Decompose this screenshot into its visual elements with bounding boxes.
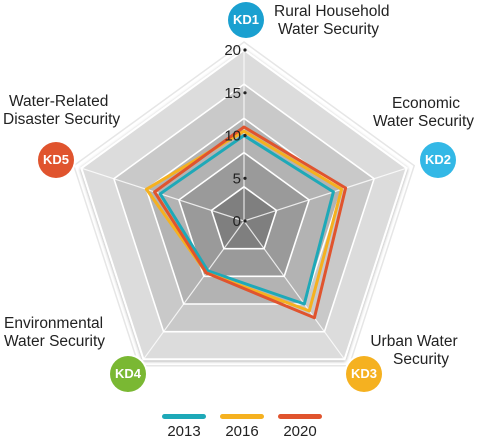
legend-swatch-2013 xyxy=(162,414,206,419)
tick-dot-0 xyxy=(243,219,247,223)
tick-label-20: 20 xyxy=(224,42,241,59)
axis-spoke-kd3 xyxy=(243,220,345,360)
axis-label-kd2: Economic Water Security xyxy=(372,95,474,130)
axis-spoke-kd2 xyxy=(243,167,407,222)
axis-label-kd3: Urban Water Security xyxy=(370,333,458,368)
axis-label-kd1: Rural Household Water Security xyxy=(274,3,390,38)
tick-dot-15 xyxy=(243,91,247,95)
axis-badge-kd1: KD1 xyxy=(228,2,264,38)
tick-label-15: 15 xyxy=(224,85,241,102)
tick-label-0: 0 xyxy=(233,213,241,230)
axis-spoke-kd5 xyxy=(81,167,245,222)
legend-label-2020: 2020 xyxy=(283,423,317,440)
legend-swatch-2020 xyxy=(278,414,322,419)
axis-label-kd5: Water-Related Disaster Security xyxy=(3,93,121,128)
legend-label-2013: 2013 xyxy=(167,423,201,440)
series-line-2020 xyxy=(153,125,348,320)
tick-dot-10 xyxy=(243,133,247,138)
axis-spoke-kd4 xyxy=(143,220,245,360)
legend-item-2016: 2016 xyxy=(216,414,268,440)
axis-label-kd4: Environmental Water Security xyxy=(4,315,106,350)
tick-label-5: 5 xyxy=(233,170,241,187)
axis-badge-kd2: KD2 xyxy=(420,142,456,178)
grid-frame xyxy=(72,41,416,367)
axis-badge-kd4: KD4 xyxy=(110,356,146,392)
tick-dot-5 xyxy=(243,176,247,180)
series-line-2016 xyxy=(144,129,344,313)
tick-dot-20 xyxy=(243,48,247,52)
legend-label-2016: 2016 xyxy=(225,423,259,440)
axis-badge-kd3: KD3 xyxy=(346,356,382,392)
axis-badge-kd5: KD5 xyxy=(38,142,74,178)
series-line-2013 xyxy=(158,134,335,306)
legend-item-2013: 2013 xyxy=(158,414,210,440)
legend-swatch-2016 xyxy=(220,414,264,419)
chart-legend: 2013 2016 2020 xyxy=(150,414,340,444)
legend-item-2020: 2020 xyxy=(274,414,326,440)
tick-label-10: 10 xyxy=(224,128,241,145)
